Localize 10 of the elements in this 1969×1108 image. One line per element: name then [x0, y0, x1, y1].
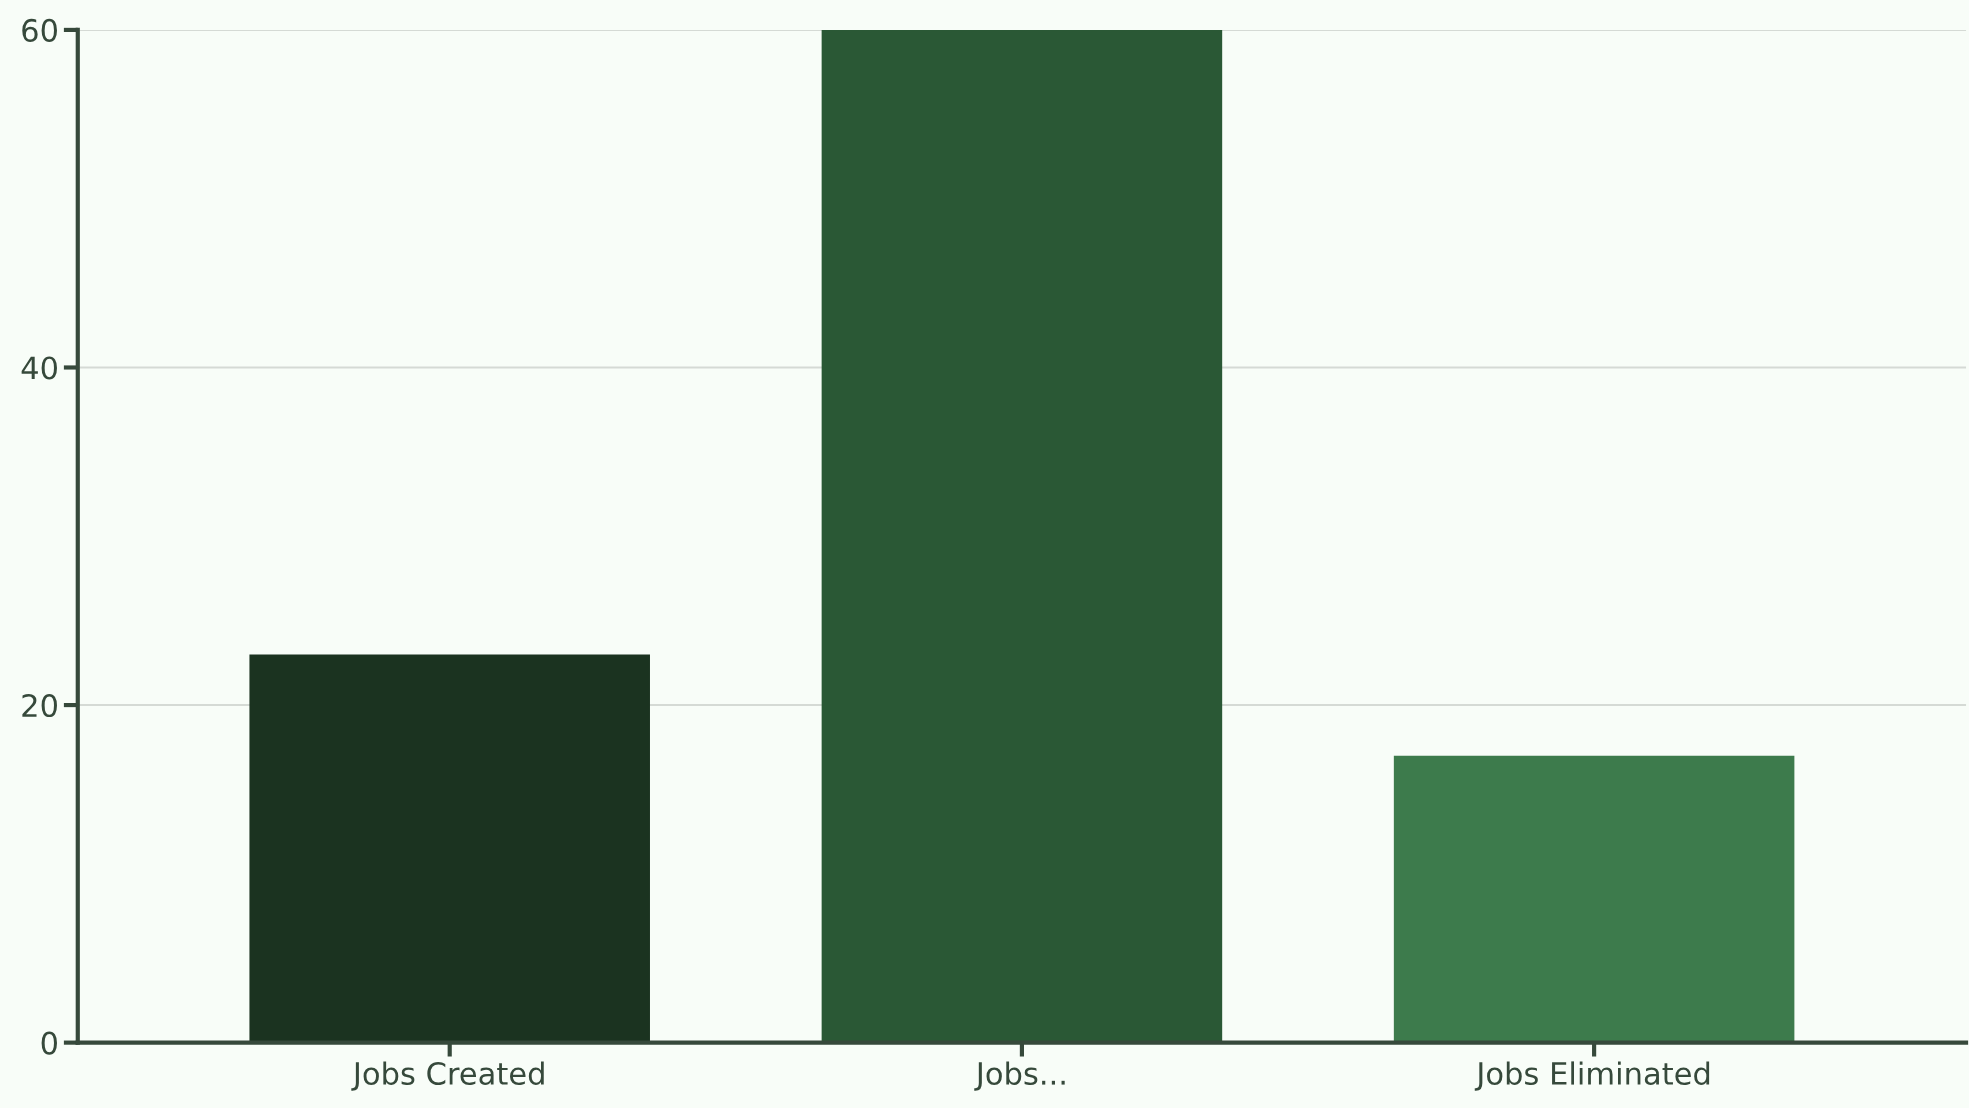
y-tick-label: 60 — [22, 18, 57, 42]
x-tick-label: Jobs Created — [351, 1061, 544, 1091]
y-tick-label: 20 — [22, 693, 57, 718]
y-tick-label: 40 — [21, 356, 57, 380]
x-tick-label: Jobs Eliminated — [1474, 1061, 1710, 1091]
bar — [1393, 755, 1795, 1043]
bar — [249, 654, 650, 1043]
y-tick-label: 0 — [41, 1031, 57, 1055]
x-tick-label: Jobs... — [974, 1061, 1065, 1091]
bar — [821, 29, 1223, 1043]
